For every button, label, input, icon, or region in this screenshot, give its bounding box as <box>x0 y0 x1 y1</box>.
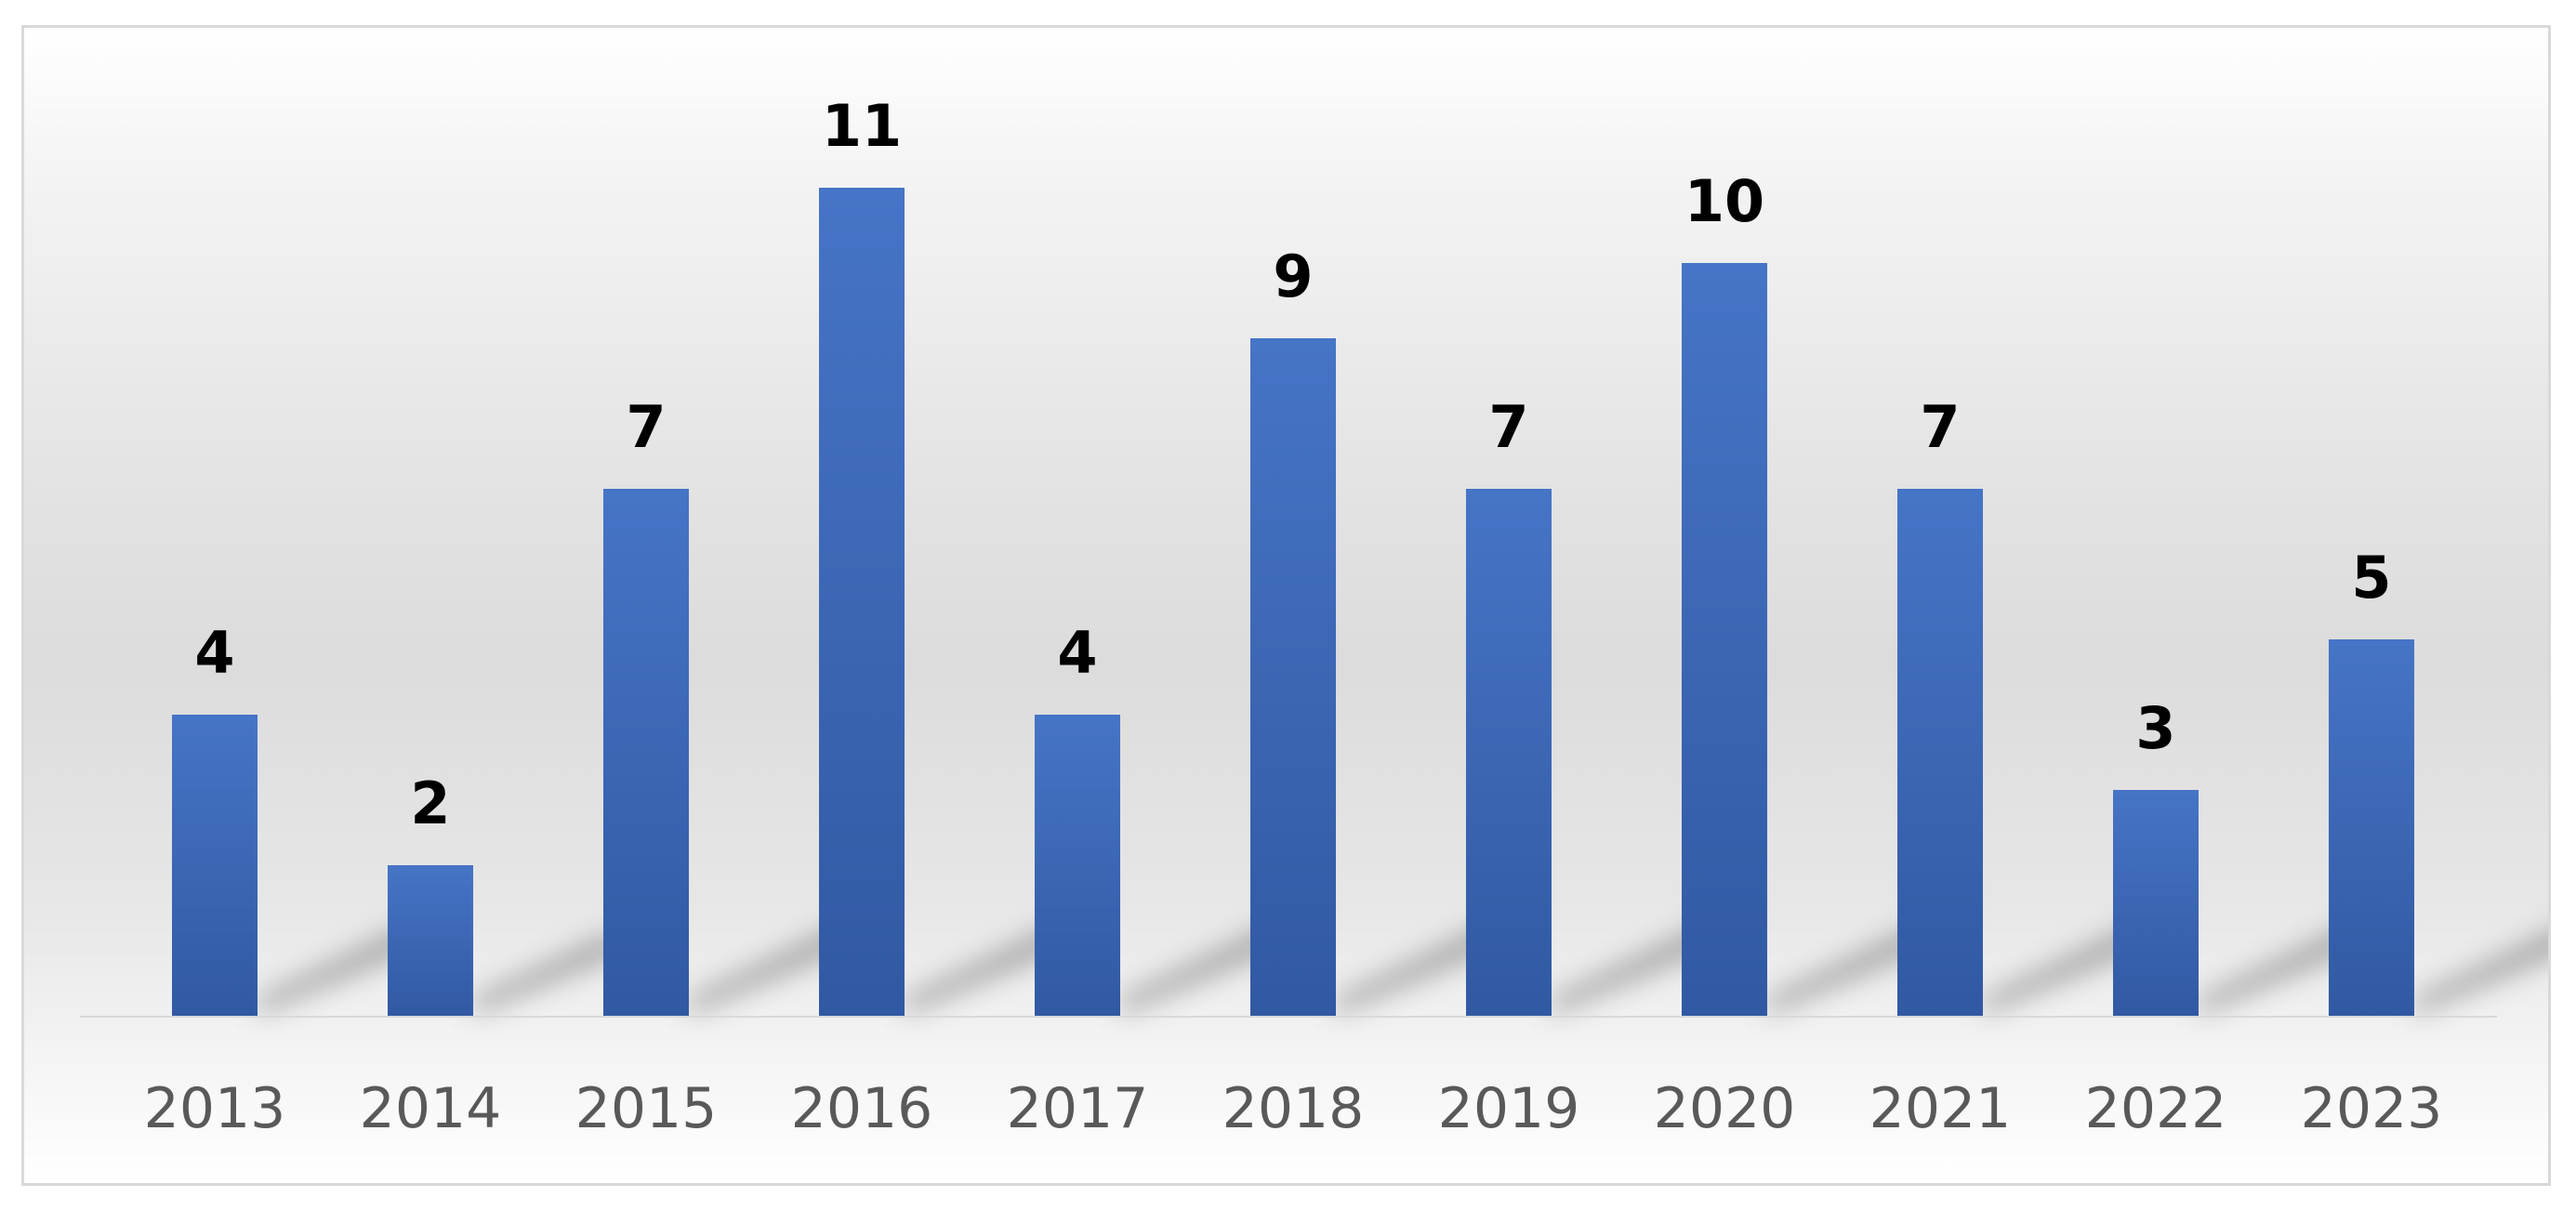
x-tick-label-2020: 2020 <box>1654 1076 1796 1141</box>
bar-shadow-2023 <box>2414 931 2548 1016</box>
bar-2015[interactable] <box>603 489 689 1016</box>
x-tick-label-2015: 2015 <box>575 1076 718 1141</box>
data-label-2018: 9 <box>1273 243 1313 310</box>
x-axis: 2013 2014 2015 2016 2017 2018 2019 2020 2021 2022… <box>80 1016 2497 1141</box>
bar-2014[interactable] <box>388 865 473 1016</box>
data-label-2020: 10 <box>1684 167 1764 235</box>
data-label-2021: 7 <box>1920 393 1960 461</box>
bar-2018[interactable] <box>1250 338 1336 1016</box>
x-tick-label-2021: 2021 <box>1869 1076 2012 1141</box>
data-label-2015: 7 <box>626 393 666 461</box>
x-tick-label-2016: 2016 <box>791 1076 933 1141</box>
data-label-2017: 4 <box>1057 619 1097 687</box>
x-tick-label-2013: 2013 <box>144 1076 286 1141</box>
data-label-2016: 11 <box>822 92 902 160</box>
data-label-2019: 7 <box>1488 393 1528 461</box>
x-tick-label-2018: 2018 <box>1222 1076 1365 1141</box>
data-label-2013: 4 <box>194 619 234 687</box>
x-tick-label-2023: 2023 <box>2301 1076 2443 1141</box>
bar-2017[interactable] <box>1035 715 1120 1016</box>
x-tick-label-2017: 2017 <box>1007 1076 1149 1141</box>
chart-area: 4 2 7 11 4 9 7 10 7 3 5 2013 2014 2015 2016 2017 2018 20… <box>21 25 2551 1186</box>
x-tick-label-2022: 2022 <box>2085 1076 2227 1141</box>
bar-2016[interactable] <box>819 188 905 1016</box>
data-labels: 4 2 7 11 4 9 7 10 7 3 5 <box>194 92 2391 837</box>
bar-2022[interactable] <box>2113 790 2199 1016</box>
data-label-2023: 5 <box>2351 544 2391 612</box>
bars <box>172 188 2414 1016</box>
x-tick-label-2019: 2019 <box>1438 1076 1580 1141</box>
bar-shadows <box>258 924 2548 1016</box>
bar-2020[interactable] <box>1682 263 1767 1016</box>
bar-shadow-2014 <box>473 932 637 1016</box>
bar-2013[interactable] <box>172 715 258 1016</box>
x-tick-label-2014: 2014 <box>360 1076 502 1141</box>
data-label-2014: 2 <box>410 769 450 837</box>
bar-2019[interactable] <box>1466 489 1552 1016</box>
bar-2021[interactable] <box>1897 489 1983 1016</box>
data-label-2022: 3 <box>2135 694 2175 762</box>
bar-2023[interactable] <box>2329 639 2414 1016</box>
